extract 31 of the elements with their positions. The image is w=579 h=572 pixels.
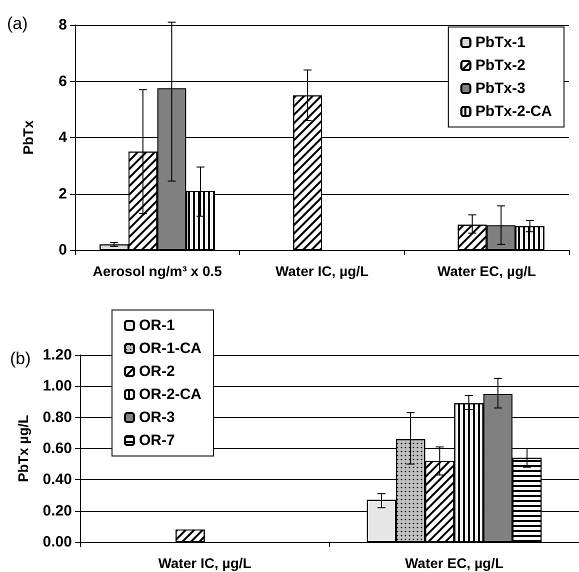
y-tick-label: 0.40 <box>42 471 72 488</box>
y-tick-label: 0 <box>58 242 67 258</box>
legend-label: OR-3 <box>139 409 175 426</box>
y-tick-label: 0.00 <box>42 534 72 550</box>
legend-label: PbTx-1 <box>475 34 526 51</box>
legend-label: PbTx-2-CA <box>475 103 552 120</box>
legend-label: OR-2 <box>139 363 175 380</box>
legend-label: OR-2-CA <box>139 386 202 403</box>
x-tick-label: Aerosol ng/m³ x 0.5 <box>92 263 222 279</box>
y-tick-label: 4 <box>58 129 68 146</box>
x-tick-label: Water EC, µg/L <box>437 263 536 279</box>
y-axis-title: PbTx µg/L <box>15 414 31 482</box>
legend-label: OR-1 <box>139 317 175 334</box>
chart-title: (b) <box>10 349 31 368</box>
y-tick-label: 8 <box>58 16 67 34</box>
y-tick-label: 0.60 <box>42 440 72 457</box>
y-tick-label: 1.00 <box>42 378 72 395</box>
chart-title: (a) <box>7 14 28 33</box>
y-tick-label: 2 <box>58 185 67 202</box>
x-tick-label: Water IC, µg/L <box>158 555 252 571</box>
y-axis-title: PbTx <box>20 120 36 155</box>
y-tick-label: 1.20 <box>42 346 72 364</box>
y-tick-label: 0.80 <box>42 408 72 426</box>
legend-label: PbTx-2 <box>475 57 526 74</box>
y-tick-label: 0.20 <box>42 502 72 520</box>
x-tick-label: Water IC, µg/L <box>275 263 369 279</box>
legend-label: OR-1-CA <box>139 340 202 357</box>
y-tick-label: 6 <box>58 72 67 90</box>
legend-label: OR-7 <box>139 432 175 449</box>
legend-label: PbTx-3 <box>475 80 526 97</box>
x-tick-label: Water EC, µg/L <box>404 555 504 571</box>
